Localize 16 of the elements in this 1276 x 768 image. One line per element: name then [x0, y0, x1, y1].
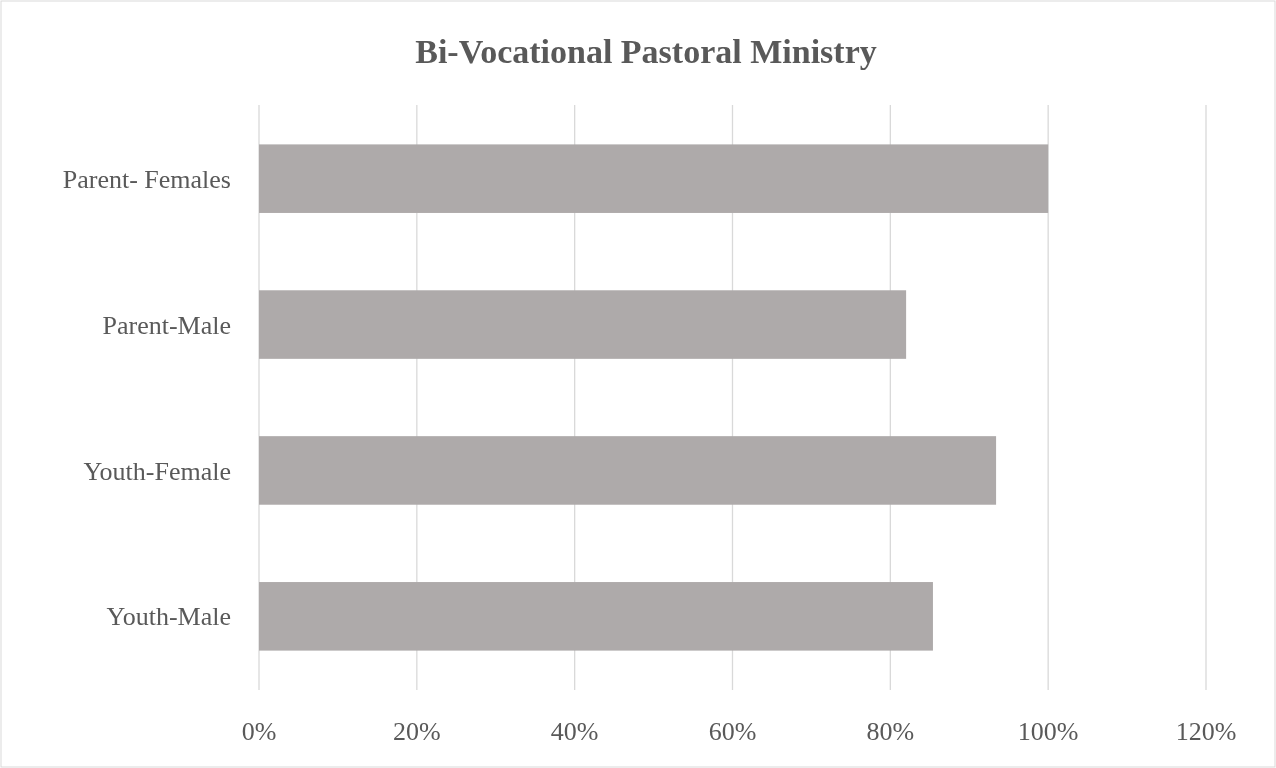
x-tick-label: 100% — [1017, 717, 1079, 746]
bar — [259, 144, 1049, 213]
y-tick-label: Youth-Male — [106, 602, 231, 632]
y-tick-label: Youth-Female — [83, 456, 231, 486]
x-tick-label: 20% — [393, 717, 441, 746]
x-tick-label: 120% — [1175, 717, 1237, 746]
bar — [259, 582, 933, 651]
x-tick-label: 60% — [708, 717, 757, 746]
chart-title: Bi-Vocational Pastoral Ministry — [415, 33, 877, 70]
x-tick-label: 80% — [866, 717, 915, 746]
y-tick-label: Parent-Male — [102, 310, 231, 340]
bar — [259, 436, 997, 505]
y-tick-label: Parent- Females — [62, 164, 231, 194]
x-tick-label: 0% — [241, 717, 277, 746]
bar — [259, 290, 907, 359]
x-tick-label: 40% — [550, 717, 599, 746]
